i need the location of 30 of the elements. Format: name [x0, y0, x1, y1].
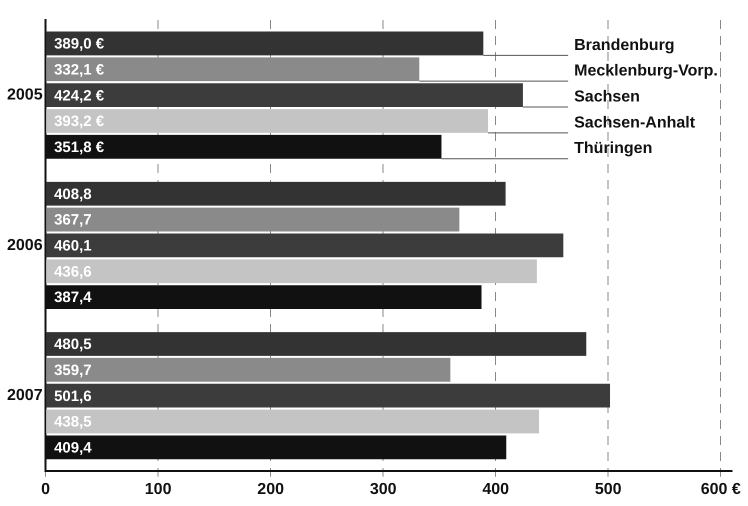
data-label: 460,1	[54, 238, 92, 255]
text: Thüringen	[574, 140, 652, 158]
data-label: 387,4	[54, 289, 92, 306]
data-label: 367,7	[54, 212, 92, 229]
y-tick-label: 2007	[7, 387, 43, 404]
x-tick-label: 100	[144, 480, 172, 498]
data-label: 480,5	[54, 336, 92, 354]
y-tick-label: 2006	[7, 236, 43, 254]
text: Sachsen	[574, 88, 640, 106]
data-label: 359,7	[54, 362, 92, 379]
data-label: 332,1 €	[54, 61, 105, 78]
x-tick-label: 500	[594, 480, 622, 498]
y-tick-label: 2005	[7, 86, 43, 104]
data-label: 501,6	[54, 388, 92, 405]
x-tick-label: 400	[482, 480, 510, 498]
data-label: 351,8 €	[54, 138, 105, 156]
data-label: 408,8	[54, 186, 92, 203]
data-label: 424,2 €	[54, 87, 105, 104]
x-tick-label: 600 €	[700, 480, 741, 498]
text: Sachsen-Anhalt	[574, 114, 696, 132]
text: Mecklenburg-Vorp.	[574, 62, 718, 80]
data-label: 409,4	[54, 440, 92, 456]
x-tick-label: 200	[257, 480, 284, 498]
text: Brandenburg	[574, 36, 675, 54]
data-label: 393,2 €	[54, 113, 105, 130]
data-label: 389,0 €	[54, 36, 105, 53]
x-tick-label: 300	[370, 480, 397, 498]
data-label: 436,6	[54, 263, 92, 280]
x-tick-label: 0	[41, 480, 50, 498]
data-label: 438,5	[54, 414, 92, 431]
